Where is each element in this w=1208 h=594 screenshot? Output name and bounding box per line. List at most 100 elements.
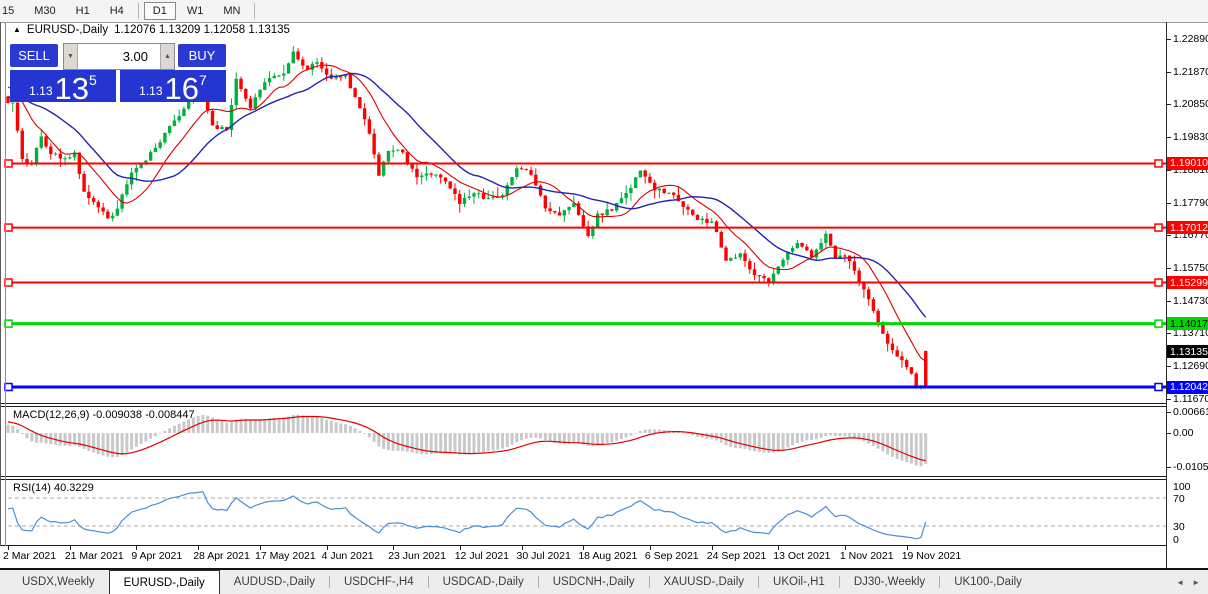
macd-tick-label: 0.00 <box>1173 427 1194 439</box>
panel-separator[interactable] <box>0 476 1166 477</box>
tab-separator <box>758 576 760 588</box>
rsi-tick-label: 0 <box>1173 534 1179 546</box>
level-price-badge: 1.15299 <box>1167 276 1208 290</box>
date-tick <box>198 546 200 550</box>
date-tick-label: 18 Aug 2021 <box>578 550 638 562</box>
tab-scroll-right-icon[interactable]: ► <box>1192 577 1200 587</box>
date-tick <box>8 546 9 550</box>
price-tick-dash <box>1166 39 1171 40</box>
tab-scroll-left-icon[interactable]: ◄ <box>1176 577 1185 587</box>
date-tick <box>393 546 395 550</box>
timeframe-button-w1[interactable]: W1 <box>186 5 204 17</box>
timeframe-button-mn[interactable]: MN <box>223 5 241 17</box>
date-tick-label: 28 Apr 2021 <box>193 550 250 562</box>
tab-eurusd[interactable]: EURUSD-,Daily <box>108 570 220 594</box>
one-click-collapse-icon[interactable]: ▲ <box>13 25 21 34</box>
window-left-border <box>0 22 1 569</box>
timeframe-button-d1[interactable]: D1 <box>143 2 176 20</box>
price-tick-label: 1.14730 <box>1173 294 1208 307</box>
date-tick <box>906 546 908 550</box>
price-chart-canvas[interactable] <box>0 22 1166 403</box>
date-tick <box>69 546 71 550</box>
sell-price-pips: 13 <box>54 70 90 106</box>
volume-decrease-button[interactable]: ▼ <box>64 44 78 69</box>
timeframe-toolbar: 15 M30 H1 H4 D1 W1 MN <box>0 0 1208 23</box>
tab-usdx[interactable]: USDX,Weekly <box>22 576 95 588</box>
macd-tick-label: -0.01059 <box>1173 460 1208 473</box>
date-tick-label: 2 Mar 2021 <box>3 550 57 562</box>
date-tick <box>778 546 780 550</box>
price-tick-dash <box>1166 202 1171 204</box>
macd-histogram <box>6 414 928 467</box>
price-tick-label: 1.13710 <box>1173 327 1208 340</box>
buy-quote-panel[interactable]: 1.13 16 7 <box>120 70 226 104</box>
macd-tick-dash <box>1166 466 1171 468</box>
macd-tick-dash <box>1166 412 1171 414</box>
macd-tick-label: 0.006611 <box>1173 406 1208 419</box>
price-tick-label: 1.17790 <box>1173 196 1208 209</box>
price-tick-label: 1.11670 <box>1173 392 1208 405</box>
sell-button[interactable]: SELL <box>10 44 58 67</box>
bottom-frame <box>0 568 1208 570</box>
price-tick-dash <box>1166 366 1171 368</box>
date-tick <box>459 546 461 550</box>
rsi-line <box>7 491 927 540</box>
tab-usdchf[interactable]: USDCHF-,H4 <box>343 576 414 588</box>
timeframe-button-h4[interactable]: H4 <box>109 5 124 17</box>
buy-price-prefix: 1.13 <box>139 84 163 98</box>
buy-price-point: 7 <box>199 72 207 88</box>
rsi-tick-label: 70 <box>1173 492 1185 505</box>
levels-layer <box>4 159 1166 392</box>
price-tick-dash <box>1166 398 1171 400</box>
tab-audusd[interactable]: AUDUSD-,Daily <box>233 576 315 588</box>
rsi-tick-label: 30 <box>1173 520 1185 533</box>
sell-price-point: 5 <box>89 72 97 88</box>
date-tick-label: 24 Sep 2021 <box>706 550 767 562</box>
tab-uk100[interactable]: UK100-,Daily <box>954 576 1022 588</box>
date-tick-label: 9 Apr 2021 <box>131 550 183 562</box>
buy-button[interactable]: BUY <box>178 44 226 67</box>
price-tick-label: 1.22890 <box>1173 33 1208 45</box>
tab-scroll-arrows: ◄ ► <box>1176 570 1200 594</box>
tab-xauusd[interactable]: XAUUSD-,Daily <box>663 576 745 588</box>
rsi-tick-label: 100 <box>1173 481 1191 493</box>
price-tick-label: 1.12690 <box>1173 360 1208 373</box>
date-axis-separator <box>0 545 1166 546</box>
price-tick-dash <box>1166 137 1171 139</box>
macd-tick-dash <box>1166 433 1171 434</box>
date-tick <box>711 546 713 550</box>
timeframe-button-15[interactable]: 15 <box>2 5 15 17</box>
level-price-badge: 1.14017 <box>1167 317 1208 331</box>
date-tick-label: 30 Jul 2021 <box>516 550 571 562</box>
macd-panel-canvas <box>6 414 928 467</box>
volume-input[interactable]: 3.00 <box>122 49 148 64</box>
date-tick-label: 1 Nov 2021 <box>839 550 894 562</box>
tab-usdcad[interactable]: USDCAD-,Daily <box>442 576 524 588</box>
volume-spinner: ▼ 3.00 ▲ <box>63 43 175 70</box>
sell-quote-panel[interactable]: 1.13 13 5 <box>10 70 116 106</box>
chart-tab-bar: USDX,Weekly EURUSD-,Daily AUDUSD-,Daily USD… <box>0 570 1208 594</box>
tab-dj30[interactable]: DJ30-,Weekly <box>853 576 926 588</box>
panel-separator <box>0 479 1166 480</box>
toolbar-separator <box>137 3 139 19</box>
price-tick-dash <box>1166 235 1171 237</box>
tab-usdcnh[interactable]: USDCNH-,Daily <box>552 576 635 588</box>
date-tick-label: 19 Nov 2021 <box>901 550 962 562</box>
price-tick-dash <box>1166 169 1171 171</box>
volume-increase-button[interactable]: ▲ <box>160 44 174 69</box>
date-tick <box>844 546 846 550</box>
price-tick-label: 1.20850 <box>1173 98 1208 111</box>
timeframe-button-h1[interactable]: H1 <box>75 5 90 17</box>
tab-ukoil[interactable]: UKOil-,H1 <box>773 576 825 588</box>
price-tick-label: 1.15750 <box>1173 262 1208 275</box>
panel-separator[interactable] <box>0 403 1166 404</box>
date-axis: 2 Mar 2021 21 Mar 2021 9 Apr 2021 28 Apr 20… <box>0 546 1166 568</box>
price-tick-dash <box>1166 300 1171 302</box>
timeframe-button-m30[interactable]: M30 <box>34 5 56 17</box>
tab-separator <box>427 576 429 588</box>
one-click-trading-panel: SELL ▼ 3.00 ▲ BUY 1.13 13 5 1.13 16 7 <box>8 42 230 106</box>
price-tick-label: 1.21870 <box>1173 65 1208 78</box>
macd-signal-line <box>7 415 926 462</box>
tab-separator <box>939 576 941 588</box>
